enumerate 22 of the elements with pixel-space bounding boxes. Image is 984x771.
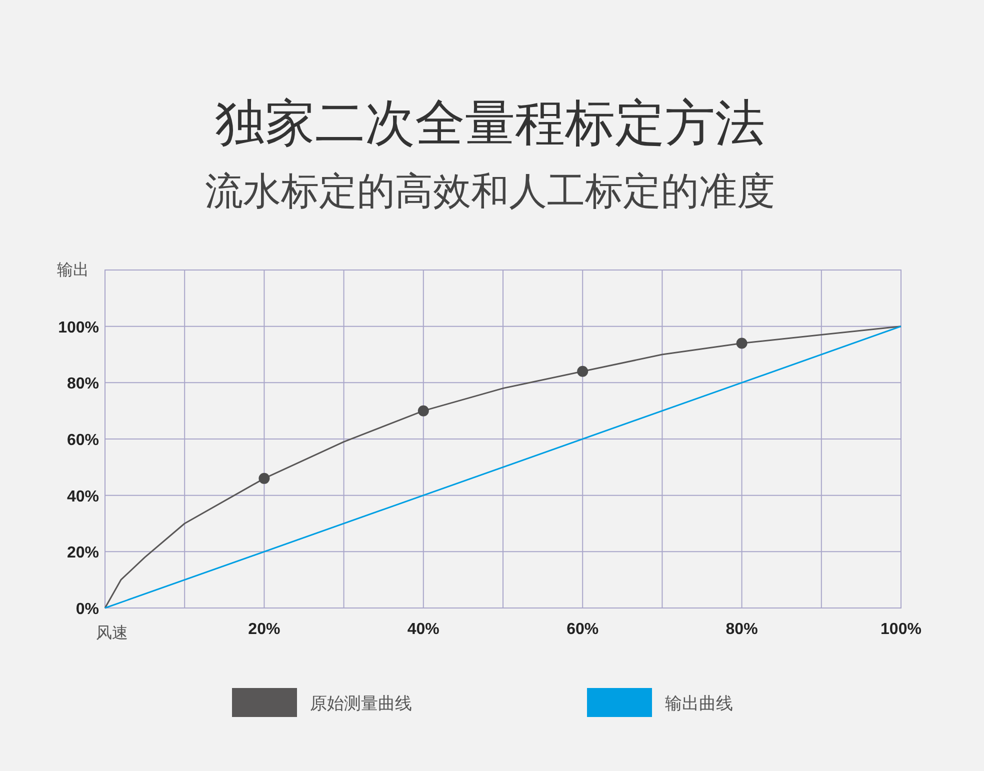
chart-title: 独家二次全量程标定方法	[215, 95, 765, 151]
chart-subtitle: 流水标定的高效和人工标定的准度	[205, 171, 775, 213]
point	[577, 366, 588, 377]
x-tick-label: 100%	[880, 621, 922, 638]
x-tick-label: 60%	[566, 621, 599, 638]
x-tick-label: 80%	[726, 621, 758, 638]
x-tick-label: 40%	[407, 621, 440, 638]
legend-label: 原始测量曲线	[310, 694, 412, 713]
x-axis-title: 风速	[96, 624, 128, 642]
point	[418, 405, 429, 416]
y-tick-label: 100%	[58, 319, 99, 336]
y-tick-label: 0%	[76, 601, 99, 618]
line-series	[104, 326, 902, 609]
legend-label: 输出曲线	[665, 694, 733, 713]
point	[736, 338, 748, 349]
y-tick-label: 20%	[66, 544, 99, 562]
point	[258, 472, 270, 484]
y-tick-label: 60%	[66, 432, 99, 449]
x-tick-label: 20%	[248, 621, 280, 638]
y-tick-label: 80%	[66, 376, 99, 393]
y-axis-title: 输出	[57, 261, 89, 279]
y-tick-label: 40%	[66, 488, 99, 506]
